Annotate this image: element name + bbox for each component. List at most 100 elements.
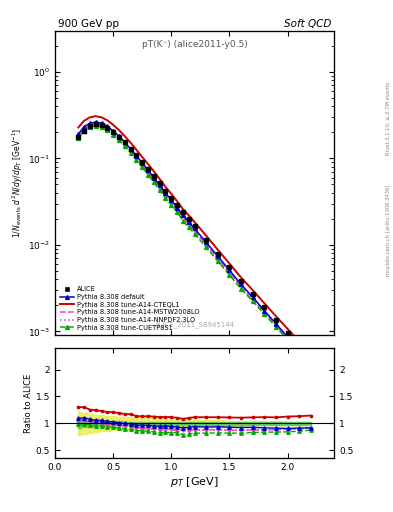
Pythia 8.308 tune-A14-NNPDF2.3LO (204, 242, 209, 248)
Pythia 8.308 default (285, 334, 290, 340)
ALICE (215, 251, 220, 257)
Pythia 8.308 tune-A14-CTEQL1 (274, 313, 278, 319)
ALICE (99, 122, 104, 128)
Pythia 8.308 tune-CUETP8S1 (105, 127, 110, 133)
Pythia 8.308 default (163, 190, 168, 196)
Pythia 8.308 tune-A14-MSTW2008LO (180, 214, 185, 220)
ALICE (123, 139, 127, 145)
Pythia 8.308 tune-A14-MSTW2008LO (239, 284, 243, 290)
Pythia 8.308 tune-CUETP8S1 (192, 230, 197, 237)
Pythia 8.308 tune-A14-NNPDF2.3LO (151, 177, 156, 183)
Pythia 8.308 tune-A14-CTEQL1 (157, 176, 162, 182)
Pythia 8.308 tune-A14-CTEQL1 (227, 261, 232, 267)
Pythia 8.308 tune-A14-MSTW2008LO (285, 334, 290, 340)
Pythia 8.308 default (140, 160, 145, 166)
Pythia 8.308 tune-A14-MSTW2008LO (157, 184, 162, 190)
Pythia 8.308 default (128, 146, 133, 152)
Pythia 8.308 default (309, 359, 313, 365)
Pythia 8.308 default (134, 153, 139, 159)
Pythia 8.308 tune-A14-NNPDF2.3LO (99, 122, 104, 129)
ALICE (94, 121, 98, 127)
Pythia 8.308 tune-A14-CTEQL1 (180, 206, 185, 212)
Text: ALICE_2011_S8945144: ALICE_2011_S8945144 (154, 321, 235, 328)
Pythia 8.308 tune-A14-CTEQL1 (94, 113, 98, 119)
Pythia 8.308 tune-A14-NNPDF2.3LO (309, 359, 313, 365)
Pythia 8.308 tune-A14-CTEQL1 (163, 184, 168, 190)
Pythia 8.308 tune-A14-CTEQL1 (262, 300, 267, 306)
ALICE (88, 123, 92, 129)
Pythia 8.308 tune-A14-NNPDF2.3LO (239, 284, 243, 290)
Pythia 8.308 tune-A14-CTEQL1 (169, 191, 174, 197)
Pythia 8.308 tune-A14-NNPDF2.3LO (192, 228, 197, 234)
ALICE (180, 209, 185, 215)
Pythia 8.308 tune-CUETP8S1 (76, 135, 81, 141)
Text: mcplots.cern.ch [arXiv:1306.3436]: mcplots.cern.ch [arXiv:1306.3436] (386, 185, 391, 276)
ALICE (250, 291, 255, 297)
Pythia 8.308 tune-CUETP8S1 (274, 324, 278, 330)
Pythia 8.308 tune-A14-CTEQL1 (250, 287, 255, 293)
Line: ALICE: ALICE (76, 122, 313, 361)
ALICE (285, 330, 290, 336)
Pythia 8.308 tune-A14-MSTW2008LO (204, 242, 209, 248)
ALICE (105, 124, 110, 131)
ALICE (134, 152, 139, 158)
Pythia 8.308 tune-A14-NNPDF2.3LO (105, 125, 110, 132)
Pythia 8.308 default (262, 308, 267, 314)
Pythia 8.308 tune-CUETP8S1 (128, 150, 133, 156)
Pythia 8.308 default (88, 120, 92, 126)
Pythia 8.308 tune-A14-CTEQL1 (309, 351, 313, 357)
Pythia 8.308 tune-A14-NNPDF2.3LO (157, 184, 162, 190)
ALICE (239, 278, 243, 284)
Line: Pythia 8.308 tune-A14-NNPDF2.3LO: Pythia 8.308 tune-A14-NNPDF2.3LO (78, 124, 311, 362)
Y-axis label: Ratio to ALICE: Ratio to ALICE (24, 374, 33, 433)
ALICE (163, 188, 168, 194)
Pythia 8.308 tune-A14-MSTW2008LO (105, 125, 110, 131)
ALICE (186, 216, 191, 222)
Pythia 8.308 tune-A14-NNPDF2.3LO (117, 135, 121, 141)
Pythia 8.308 tune-A14-MSTW2008LO (99, 122, 104, 128)
Pythia 8.308 tune-A14-MSTW2008LO (163, 191, 168, 198)
Pythia 8.308 default (82, 124, 86, 130)
Pythia 8.308 tune-A14-MSTW2008LO (215, 255, 220, 262)
Pythia 8.308 tune-A14-NNPDF2.3LO (94, 121, 98, 127)
ALICE (157, 180, 162, 186)
Pythia 8.308 tune-A14-NNPDF2.3LO (186, 222, 191, 228)
ALICE (151, 173, 156, 179)
Text: Rivet 3.1.10, ≥ 2.7M events: Rivet 3.1.10, ≥ 2.7M events (386, 81, 391, 155)
Pythia 8.308 tune-CUETP8S1 (111, 132, 116, 138)
Pythia 8.308 tune-A14-NNPDF2.3LO (146, 170, 151, 176)
Pythia 8.308 tune-CUETP8S1 (227, 272, 232, 278)
Pythia 8.308 tune-A14-MSTW2008LO (192, 228, 197, 234)
Pythia 8.308 tune-A14-MSTW2008LO (262, 309, 267, 315)
Pythia 8.308 tune-A14-CTEQL1 (192, 219, 197, 225)
Pythia 8.308 tune-A14-MSTW2008LO (297, 347, 301, 353)
ALICE (227, 264, 232, 270)
ALICE (82, 127, 86, 134)
Pythia 8.308 tune-A14-NNPDF2.3LO (169, 199, 174, 205)
Pythia 8.308 tune-A14-NNPDF2.3LO (227, 269, 232, 275)
Pythia 8.308 tune-CUETP8S1 (215, 258, 220, 264)
Pythia 8.308 tune-A14-MSTW2008LO (169, 199, 174, 205)
Pythia 8.308 default (105, 123, 110, 129)
ALICE (297, 343, 301, 349)
ALICE (192, 223, 197, 229)
Pythia 8.308 tune-A14-CTEQL1 (88, 114, 92, 120)
Pythia 8.308 tune-A14-CTEQL1 (146, 161, 151, 167)
Pythia 8.308 default (94, 119, 98, 125)
Pythia 8.308 tune-A14-MSTW2008LO (250, 296, 255, 302)
ALICE (146, 166, 151, 172)
ALICE (76, 134, 81, 140)
Pythia 8.308 tune-A14-MSTW2008LO (140, 162, 145, 168)
Pythia 8.308 tune-A14-NNPDF2.3LO (123, 141, 127, 147)
Text: Soft QCD: Soft QCD (284, 19, 331, 29)
Pythia 8.308 tune-CUETP8S1 (146, 172, 151, 178)
Pythia 8.308 default (117, 133, 121, 139)
Pythia 8.308 tune-A14-CTEQL1 (140, 154, 145, 160)
Pythia 8.308 tune-A14-MSTW2008LO (128, 147, 133, 154)
Pythia 8.308 tune-CUETP8S1 (175, 209, 180, 215)
Pythia 8.308 tune-A14-NNPDF2.3LO (163, 193, 168, 199)
Pythia 8.308 tune-CUETP8S1 (262, 311, 267, 317)
Pythia 8.308 default (297, 346, 301, 352)
Pythia 8.308 tune-A14-CTEQL1 (123, 133, 127, 139)
Pythia 8.308 tune-CUETP8S1 (309, 361, 313, 367)
